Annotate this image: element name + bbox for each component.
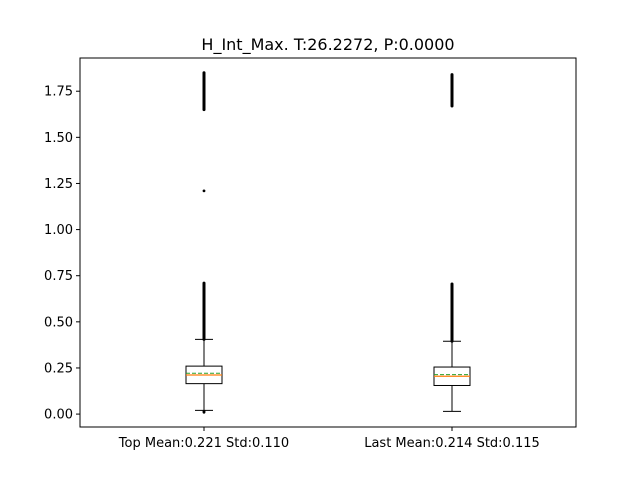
x-axis: Top Mean:0.221 Std:0.110 Last Mean:0.214 … xyxy=(118,427,540,451)
y-tick-label: 1.25 xyxy=(44,177,73,192)
y-axis: 0.00 0.25 0.50 0.75 1.00 1.25 1.50 1.75 xyxy=(44,85,80,423)
y-tick-label: 1.00 xyxy=(44,223,73,238)
box-group xyxy=(185,71,223,414)
y-tick-label: 0.25 xyxy=(44,361,73,376)
y-tick-label: 0.75 xyxy=(44,269,73,284)
outlier-point xyxy=(202,189,206,193)
box-group xyxy=(433,73,471,412)
x-tick-label: Last Mean:0.214 Std:0.115 xyxy=(364,436,540,451)
chart-title: H_Int_Max. T:26.2272, P:0.0000 xyxy=(201,35,454,55)
y-tick-label: 1.50 xyxy=(44,131,73,146)
outlier-point xyxy=(202,409,206,413)
y-tick-label: 0.50 xyxy=(44,315,73,330)
x-tick-label: Top Mean:0.221 Std:0.110 xyxy=(118,436,289,451)
y-tick-label: 0.00 xyxy=(44,408,73,423)
plot-area xyxy=(185,71,471,414)
y-tick-label: 1.75 xyxy=(44,85,73,100)
axes-frame xyxy=(79,57,577,428)
